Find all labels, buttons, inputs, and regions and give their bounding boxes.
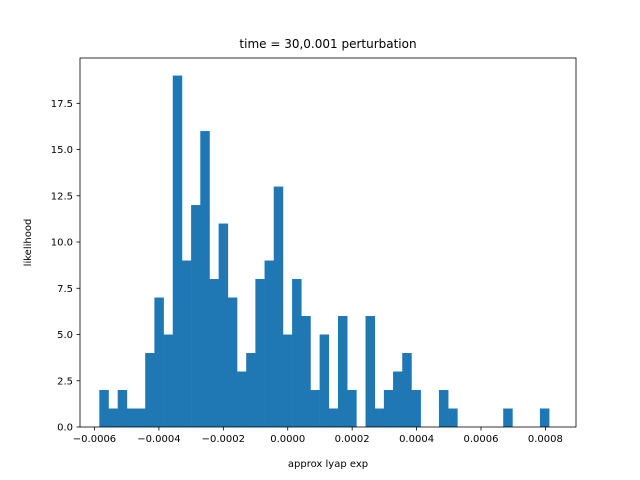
histogram-bar	[448, 408, 458, 427]
histogram-bar	[264, 260, 275, 427]
histogram-bar	[393, 371, 403, 427]
y-axis-ticks: 0.0 2.5 5.0 7.5 10.0 12.5 15.0 17.5	[51, 99, 80, 434]
histogram-bar	[163, 334, 174, 427]
histogram-bar	[292, 279, 302, 427]
histogram-bar	[108, 408, 118, 427]
histogram-bar	[227, 297, 238, 427]
y-tick-label: 5.0	[57, 330, 73, 341]
histogram-bar	[191, 205, 201, 427]
x-tick-label: 0.0002	[335, 434, 370, 445]
histogram-bar	[209, 279, 219, 427]
x-axis-label: approx lyap exp	[288, 459, 368, 470]
x-tick-label: 0.0006	[463, 434, 498, 445]
y-tick-label: 2.5	[57, 376, 73, 387]
histogram-bar	[181, 260, 192, 427]
histogram-bar	[402, 353, 412, 427]
histogram-bar	[310, 390, 320, 427]
histogram-bar	[255, 279, 265, 427]
y-tick-label: 0.0	[57, 423, 73, 434]
axes-frame	[79, 57, 577, 428]
histogram-bar	[246, 353, 256, 427]
bars-group	[99, 75, 550, 428]
x-tick-label: 0.0004	[399, 434, 434, 445]
histogram-bar	[383, 390, 394, 427]
x-tick-label: −0.0004	[137, 434, 180, 445]
histogram-bar	[328, 408, 339, 427]
x-tick-label: −0.0006	[73, 434, 116, 445]
y-tick-label: 15.0	[51, 145, 73, 156]
histogram-bar	[218, 223, 229, 427]
x-axis-ticks: −0.0006 −0.0004 −0.0002 0.0000 0.0002 0.0004 0…	[73, 427, 563, 445]
y-tick-label: 17.5	[51, 99, 73, 110]
y-tick-label: 7.5	[57, 284, 73, 295]
y-tick-label: 10.0	[51, 238, 73, 249]
histogram-bar	[136, 408, 146, 427]
histogram-bar	[539, 408, 550, 427]
histogram-bar	[503, 408, 513, 427]
histogram-bar	[438, 390, 449, 427]
chart-title: time = 30,0.001 perturbation	[239, 37, 416, 51]
histogram-bar	[282, 334, 293, 427]
histogram-bar	[411, 390, 421, 427]
histogram-bar	[365, 316, 376, 427]
histogram-bar	[145, 353, 155, 427]
y-tick-label: 12.5	[51, 191, 73, 202]
histogram-bar	[117, 390, 128, 427]
histogram-bar	[319, 334, 330, 427]
x-tick-label: 0.0008	[528, 434, 563, 445]
histogram-bar	[99, 390, 109, 427]
histogram-bar	[154, 297, 164, 427]
histogram-bar	[237, 371, 247, 427]
histogram-bar	[347, 390, 357, 427]
histogram-bar	[172, 75, 183, 428]
histogram-bar	[200, 131, 210, 427]
x-tick-label: 0.0000	[270, 434, 305, 445]
histogram-bar	[273, 186, 284, 427]
x-tick-label: −0.0002	[202, 434, 245, 445]
histogram-bar	[126, 408, 137, 427]
y-axis-label: likelihood	[23, 219, 34, 267]
histogram-bar	[374, 408, 385, 427]
histogram-bar	[301, 316, 311, 427]
histogram-bar	[337, 316, 348, 427]
